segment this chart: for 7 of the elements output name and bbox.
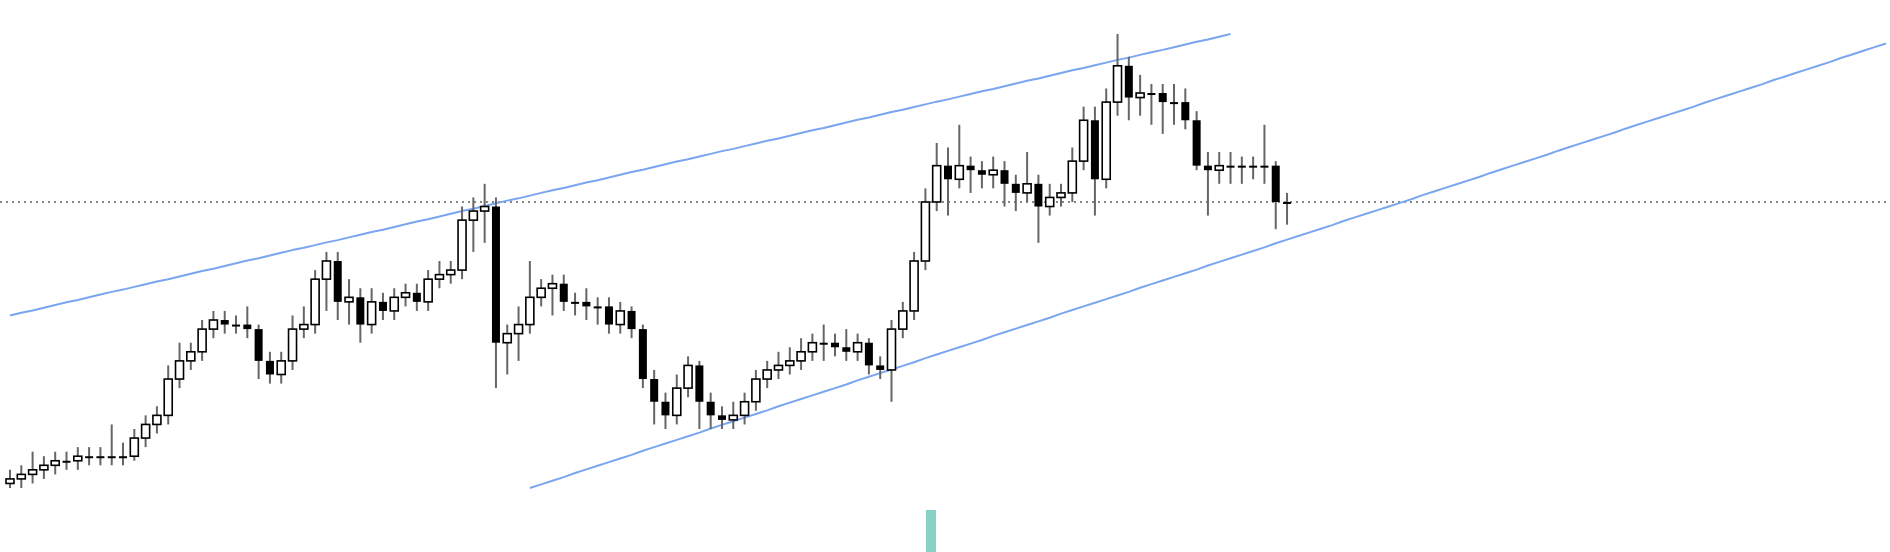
candlestick [254, 323, 263, 381]
candlestick [706, 391, 715, 430]
candlestick [1192, 110, 1201, 172]
candlestick [1158, 82, 1167, 135]
candlestick [1271, 160, 1280, 231]
candlestick [650, 368, 659, 426]
candlestick [1283, 191, 1292, 226]
